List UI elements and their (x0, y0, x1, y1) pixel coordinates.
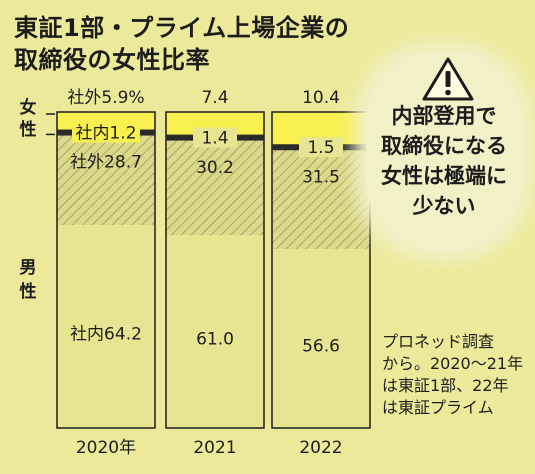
bar-outline (56, 111, 156, 429)
bar-segment (272, 249, 370, 428)
chart-title-line2: 取締役の女性比率 (14, 46, 210, 74)
group-label-female: 女 (20, 97, 37, 118)
bar-segment (57, 134, 155, 226)
bar-segment (166, 139, 264, 236)
bar-segment (166, 235, 264, 428)
group-label-male: 性 (20, 281, 37, 302)
callout-line: 取締役になる (381, 134, 507, 158)
data-label: 31.5 (302, 168, 340, 188)
group-label-male: 男 (20, 258, 37, 278)
callout-line: 女性は極端に (381, 164, 507, 188)
data-label: 61.0 (196, 330, 234, 350)
bar-outline (165, 111, 265, 429)
data-label: 社内64.2 (70, 325, 142, 345)
source-note-line: プロネッド調査 (382, 332, 495, 351)
bar-outline (271, 111, 371, 429)
callout-line: 内部登用で (391, 104, 497, 128)
bar-segment (272, 149, 370, 250)
data-label: 10.4 (302, 88, 340, 108)
data-label: 1.5 (307, 138, 334, 158)
data-label: 社外5.9% (67, 88, 144, 108)
data-label: 56.6 (302, 337, 340, 357)
data-label: 30.2 (196, 158, 234, 178)
chart-title-line1: 東証1部・プライム上場企業の (14, 14, 350, 42)
source-note-line: から。2020〜21年 (382, 354, 524, 373)
data-label: 1.4 (201, 129, 228, 149)
bar-segment (57, 225, 155, 428)
label-background (193, 127, 237, 148)
source-note-line: は東証プライム (382, 398, 494, 417)
x-tick-label: 2020年 (76, 438, 136, 458)
data-label: 社内1.2 (75, 124, 136, 144)
x-tick-label: 2021 (193, 438, 236, 458)
source-note-line: は東証1部、22年 (382, 376, 509, 395)
warning-icon (422, 57, 474, 101)
data-label: 社外28.7 (70, 152, 142, 172)
x-tick-label: 2022 (299, 438, 342, 458)
bar-segment (166, 112, 264, 136)
label-background (299, 137, 343, 158)
group-label-female: 性 (20, 119, 37, 140)
callout-line: 少ない (412, 194, 476, 218)
data-label: 7.4 (201, 88, 228, 108)
label-background (72, 122, 140, 143)
